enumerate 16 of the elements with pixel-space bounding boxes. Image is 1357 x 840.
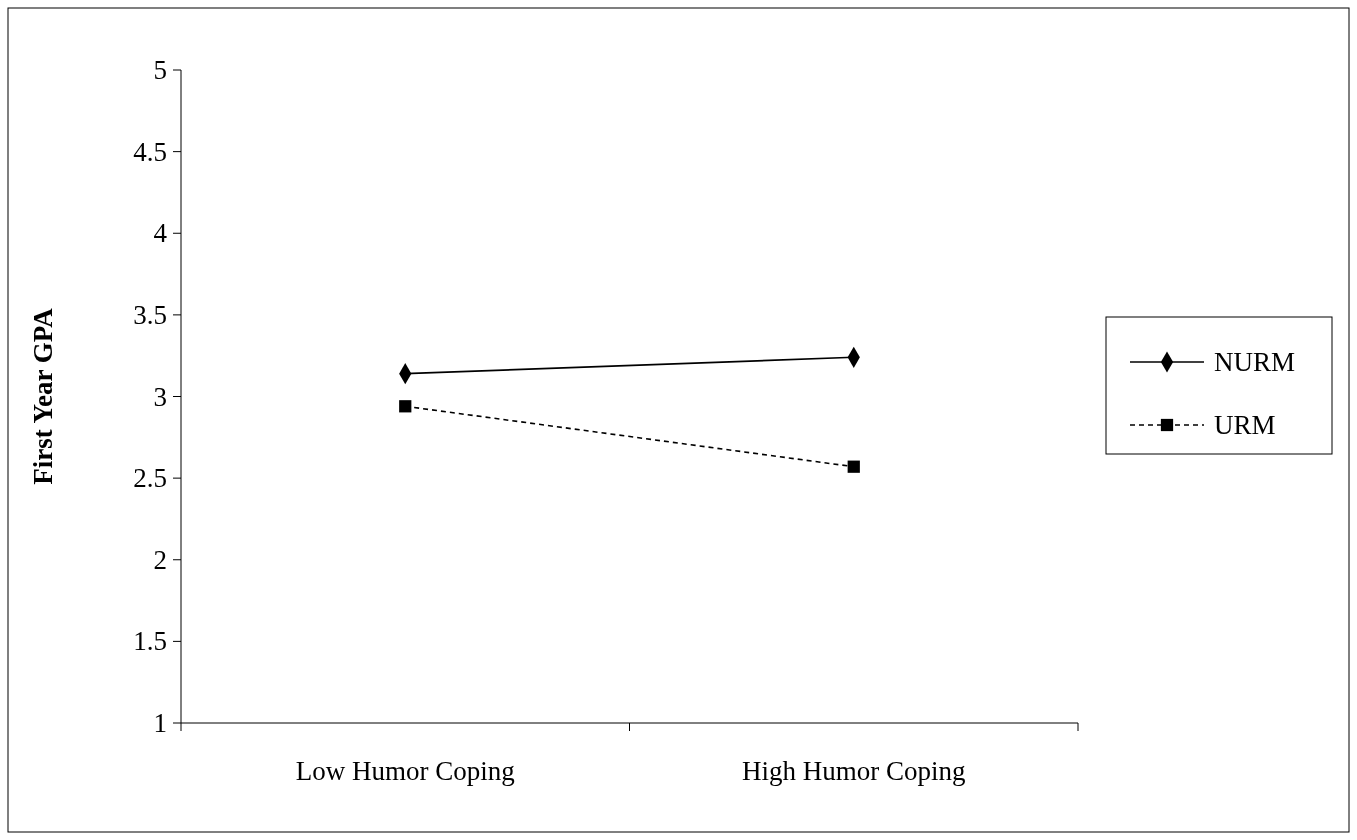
y-tick-label: 3 (153, 381, 167, 412)
legend-label: URM (1214, 410, 1276, 440)
point (399, 400, 412, 413)
y-tick-label: 5 (153, 55, 167, 85)
y-tick-label: 3.5 (133, 299, 167, 330)
x-tick-label: Low Humor Coping (295, 756, 515, 786)
y-tick-label: 1.5 (133, 626, 167, 657)
y-tick-label: 2.5 (133, 463, 167, 494)
y-axis-title: First Year GPA (28, 307, 58, 485)
y-tick-label: 1 (153, 708, 167, 738)
legend-label: NURM (1214, 347, 1296, 377)
x-tick-label: High Humor Coping (741, 756, 966, 786)
y-tick-label: 4 (153, 218, 168, 249)
point (847, 460, 860, 473)
y-tick-label: 4.5 (133, 136, 167, 167)
y-tick-label: 2 (153, 544, 167, 575)
